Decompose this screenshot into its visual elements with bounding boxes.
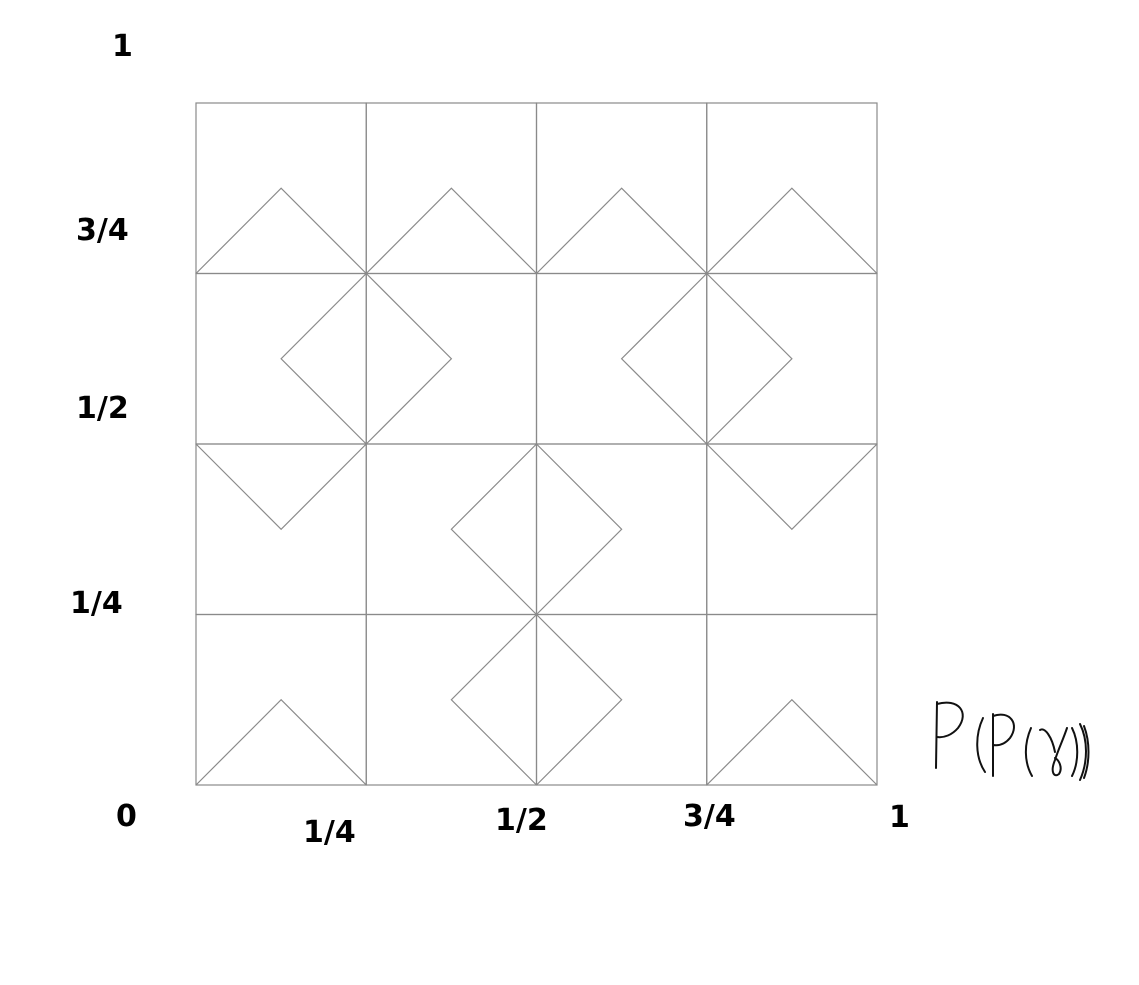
tile-r2-c2 xyxy=(365,272,538,445)
x-tick-label-1: 1 xyxy=(889,800,910,835)
wedge-up xyxy=(536,187,708,274)
wedge-right xyxy=(706,273,793,445)
tile-r4-c3 xyxy=(535,613,708,786)
tile-r4-c4 xyxy=(706,613,878,786)
tile-r3-c4 xyxy=(706,443,878,616)
wedge-up xyxy=(706,698,878,786)
wedge-left xyxy=(450,614,537,786)
tile-r1-c1 xyxy=(195,102,367,275)
tile-border xyxy=(706,613,878,786)
wedge-left xyxy=(280,273,367,445)
wedge-up xyxy=(195,698,367,786)
tile-r2-c3 xyxy=(535,272,708,445)
x-tick-label-1-2: 1/2 xyxy=(495,803,548,838)
wedge-up xyxy=(365,187,537,274)
tile-r1-c2 xyxy=(365,102,538,275)
y-tick-label-1: 1 xyxy=(112,29,133,64)
wedge-left xyxy=(620,273,708,445)
tile-r1-c3 xyxy=(535,102,708,275)
wedge-up xyxy=(195,187,367,274)
tile-r3-c1 xyxy=(195,443,367,616)
wedge-right xyxy=(536,614,623,786)
wedge-left xyxy=(450,443,537,615)
origin-label-0: 0 xyxy=(116,799,137,834)
tile-r3-c3 xyxy=(535,443,708,616)
tile-r4-c1 xyxy=(195,613,367,786)
x-tick-label-1-4: 1/4 xyxy=(303,815,356,850)
tile-r2-c1 xyxy=(195,272,367,445)
x-tick-label-3-4: 3/4 xyxy=(683,799,736,834)
handwritten-caption xyxy=(935,701,1090,781)
wedge-right xyxy=(536,443,623,615)
wedge-right xyxy=(365,273,453,445)
tile-grid xyxy=(195,102,878,786)
wedge-up xyxy=(706,187,878,274)
y-tick-label-3-4: 3/4 xyxy=(76,213,129,248)
tile-r2-c4 xyxy=(706,272,878,445)
y-tick-label-1-4: 1/4 xyxy=(70,586,123,621)
tile-r4-c2 xyxy=(365,613,538,786)
wedge-down xyxy=(195,443,367,531)
tile-r3-c2 xyxy=(365,443,538,616)
wedge-down xyxy=(706,443,878,531)
tile-r1-c4 xyxy=(706,102,878,275)
y-tick-label-1-2: 1/2 xyxy=(76,391,129,426)
